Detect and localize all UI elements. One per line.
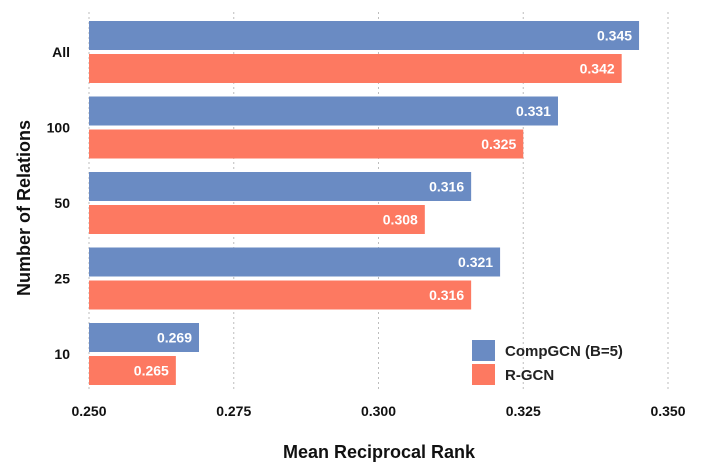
bar-value-label-compgcn-50: 0.316: [429, 179, 464, 195]
y-axis-tick-labels: All 100 50 25 10: [47, 44, 71, 362]
y-tick-label-All: All: [52, 44, 70, 60]
bars: [89, 21, 640, 385]
legend: CompGCN (B=5) R-GCN: [472, 340, 623, 385]
bar-value-labels: 0.345 0.342 0.331 0.325 0.316 0.308 0.321 0.316…: [134, 28, 632, 379]
x-tick-label-0: 0.250: [71, 403, 106, 419]
x-tick-label-1: 0.275: [216, 403, 251, 419]
y-tick-label-100: 100: [47, 120, 71, 136]
bar-rgcn-50: [89, 205, 425, 234]
bar-value-label-compgcn-100: 0.331: [516, 103, 551, 119]
bar-compgcn-All: [89, 21, 640, 50]
x-tick-label-2: 0.300: [361, 403, 396, 419]
bar-compgcn-50: [89, 172, 472, 201]
bar-compgcn-100: [89, 96, 558, 126]
legend-label-compgcn: CompGCN (B=5): [505, 343, 623, 360]
x-axis-title: Mean Reciprocal Rank: [283, 442, 476, 462]
bar-value-label-rgcn-10: 0.265: [134, 363, 169, 379]
y-tick-label-25: 25: [54, 271, 70, 287]
bar-rgcn-25: [89, 280, 472, 310]
bar-value-label-compgcn-10: 0.269: [157, 330, 192, 346]
legend-swatch-rgcn: [472, 364, 495, 385]
bar-compgcn-10: [89, 323, 200, 352]
legend-swatch-compgcn: [472, 340, 495, 361]
x-axis-tick-labels: 0.250 0.275 0.300 0.325 0.350: [71, 403, 685, 419]
bar-rgcn-All: [89, 54, 622, 83]
y-tick-label-50: 50: [54, 195, 70, 211]
bar-rgcn-10: [89, 356, 176, 385]
bar-value-label-rgcn-All: 0.342: [580, 61, 615, 77]
x-tick-label-3: 0.325: [506, 403, 541, 419]
bar-value-label-rgcn-100: 0.325: [481, 136, 516, 152]
y-tick-label-10: 10: [54, 346, 70, 362]
bar-value-label-rgcn-25: 0.316: [429, 287, 464, 303]
y-axis-title: Number of Relations: [14, 120, 34, 296]
bar-compgcn-25: [89, 247, 501, 277]
bar-value-label-rgcn-50: 0.308: [383, 212, 418, 228]
legend-label-rgcn: R-GCN: [505, 367, 554, 384]
x-tick-label-4: 0.350: [650, 403, 685, 419]
bar-rgcn-100: [89, 129, 524, 159]
bar-value-label-compgcn-All: 0.345: [597, 28, 632, 44]
bar-value-label-compgcn-25: 0.321: [458, 254, 493, 270]
